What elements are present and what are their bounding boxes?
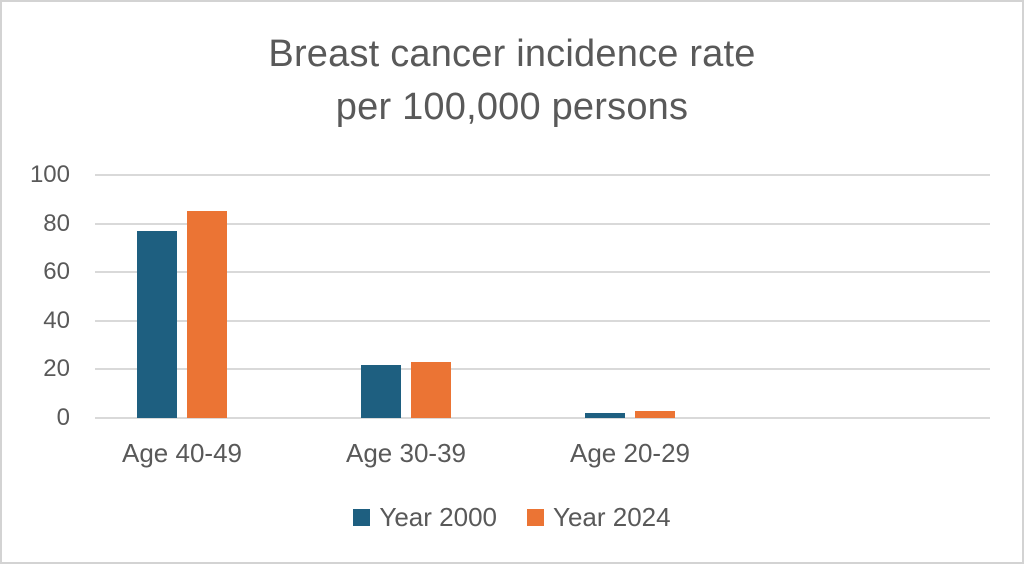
bar-year-2024-age-40-49 bbox=[187, 211, 227, 418]
legend-swatch-year-2024 bbox=[527, 508, 544, 526]
bar-year-2024-age-20-29 bbox=[635, 410, 675, 418]
bar-year-2000-age-30-39 bbox=[361, 364, 401, 418]
y-axis-tick-label-60: 60 bbox=[43, 258, 70, 286]
y-axis-tick-label-20: 20 bbox=[43, 355, 70, 383]
gridline-60 bbox=[95, 271, 990, 274]
gridline-40 bbox=[95, 319, 990, 322]
legend-swatch-year-2000 bbox=[353, 508, 371, 526]
bar-year-2000-age-20-29 bbox=[585, 413, 625, 418]
legend-label-year-2024: Year 2024 bbox=[553, 502, 671, 532]
legend-item-year-2024: Year 2024 bbox=[527, 504, 671, 530]
legend: Year 2000 Year 2024 bbox=[2, 504, 1022, 530]
gridline-100 bbox=[95, 174, 990, 176]
bar-year-2000-age-40-49 bbox=[137, 230, 177, 418]
chart-title: Breast cancer incidence rate per 100,000… bbox=[2, 28, 1022, 134]
y-axis-tick-label-40: 40 bbox=[43, 306, 70, 334]
bar-year-2024-age-30-39 bbox=[411, 362, 451, 418]
y-axis-tick-label-100: 100 bbox=[29, 161, 70, 188]
x-axis-category-label-age-40-49: Age 40-49 bbox=[122, 438, 242, 468]
legend-label-year-2000: Year 2000 bbox=[379, 502, 497, 532]
gridline-0 bbox=[95, 417, 990, 419]
y-axis-tick-label-80: 80 bbox=[43, 209, 70, 237]
x-axis-category-label-age-20-29: Age 20-29 bbox=[570, 438, 690, 468]
chart-title-line-1: Breast cancer incidence rate bbox=[268, 33, 756, 75]
legend-item-year-2000: Year 2000 bbox=[353, 504, 497, 530]
chart-title-line-2: per 100,000 persons bbox=[335, 86, 689, 128]
gridline-20 bbox=[95, 368, 990, 371]
x-axis-category-label-age-30-39: Age 30-39 bbox=[346, 438, 466, 468]
y-axis-tick-label-0: 0 bbox=[56, 404, 70, 431]
gridline-80 bbox=[95, 222, 990, 225]
